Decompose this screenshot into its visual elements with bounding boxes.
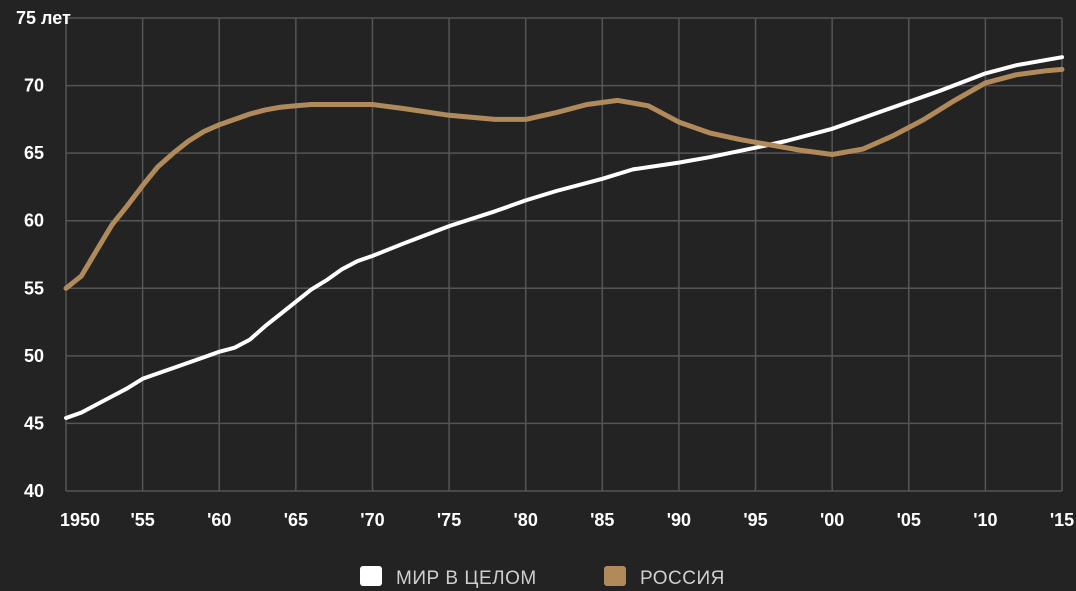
x-tick-label: '60 — [207, 510, 231, 530]
y-tick-label: 65 — [24, 143, 44, 163]
legend-swatch-russia — [604, 566, 626, 586]
x-tick-label: '05 — [897, 510, 921, 530]
y-axis-title: 75 лет — [16, 8, 71, 28]
x-tick-label: '90 — [667, 510, 691, 530]
x-tick-label: '85 — [590, 510, 614, 530]
y-axis: 75 лет 40 45 50 55 60 65 70 — [16, 8, 71, 501]
y-tick-label: 55 — [24, 278, 44, 298]
y-tick-label: 50 — [24, 346, 44, 366]
x-tick-label: '70 — [360, 510, 384, 530]
y-tick-label: 60 — [24, 211, 44, 231]
series-line-russia — [63, 66, 1065, 291]
legend-swatch-world — [360, 566, 382, 586]
x-tick-label: '75 — [437, 510, 461, 530]
series-line-world — [64, 55, 1064, 420]
x-tick-label: '65 — [284, 510, 308, 530]
y-tick-label: 45 — [24, 413, 44, 433]
legend-label-russia: РОССИЯ — [640, 568, 725, 589]
y-tick-label: 40 — [24, 481, 44, 501]
x-tick-label: '80 — [514, 510, 538, 530]
legend: МИР В ЦЕЛОМ РОССИЯ — [360, 566, 725, 589]
legend-label-world: МИР В ЦЕЛОМ — [396, 568, 537, 589]
series-layer — [63, 55, 1065, 420]
x-axis: 1950 '55 '60 '65 '70 '75 '80 '85 '90 '95 '00 '05 '10… — [60, 510, 1074, 530]
grid — [65, 17, 1063, 492]
y-tick-label: 70 — [24, 76, 44, 96]
x-tick-label: 1950 — [60, 510, 100, 530]
x-tick-label: '00 — [820, 510, 844, 530]
x-tick-label: '15 — [1050, 510, 1074, 530]
x-tick-label: '95 — [743, 510, 767, 530]
x-tick-label: '55 — [130, 510, 154, 530]
x-tick-label: '10 — [973, 510, 997, 530]
